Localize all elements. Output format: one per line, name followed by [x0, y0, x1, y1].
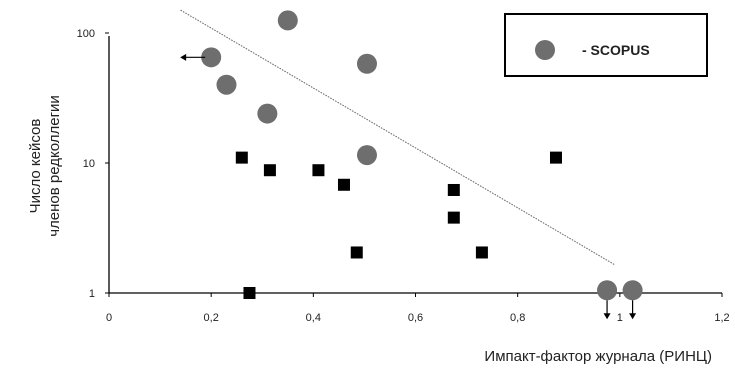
non-scopus-point [475, 246, 488, 259]
y-tick-label: 1 [89, 288, 95, 300]
axes: 0 0,2 0,4 0,6 0,8 1 1,2 1 10 100 Импакт-фактор жур… [27, 28, 730, 365]
legend-label: - SCOPUS [582, 42, 650, 58]
non-scopus-point [350, 246, 363, 259]
x-tick-label: 1,2 [714, 312, 729, 324]
non-scopus-point [447, 183, 460, 196]
x-axis-title: Импакт-фактор журнала (РИНЦ) [484, 348, 712, 365]
non-scopus-point [549, 151, 562, 164]
x-tick-label: 0,4 [306, 312, 321, 324]
point-arrow-down-head [629, 313, 637, 320]
non-scopus-point [312, 164, 325, 177]
x-tick-label: 0,2 [204, 312, 219, 324]
x-tick-label: 0 [106, 312, 112, 324]
scopus-point [257, 103, 278, 124]
scopus-point [356, 53, 377, 74]
x-tick-label: 0,6 [408, 312, 423, 324]
point-arrow-left-head [180, 53, 187, 61]
scopus-point [277, 10, 298, 31]
scopus-point [216, 74, 237, 95]
scopus-point [201, 47, 222, 68]
points-layer [180, 10, 643, 320]
legend-marker [535, 40, 555, 60]
x-tick-label: 1 [617, 312, 623, 324]
legend: - SCOPUS [504, 13, 708, 77]
scopus-point [597, 280, 618, 301]
y-axis-title-line: Число кейсов [27, 119, 44, 214]
x-tick-label: 0,8 [510, 312, 525, 324]
non-scopus-point [447, 211, 460, 224]
y-tick-label: 100 [77, 28, 95, 40]
y-tick-label: 10 [83, 158, 95, 170]
y-axis-title: Число кейсов членов редколлегии [27, 95, 63, 237]
non-scopus-point [243, 287, 256, 299]
scopus-point [622, 280, 643, 301]
y-axis-title-line: членов редколлегии [46, 95, 63, 237]
non-scopus-point [263, 164, 276, 177]
scopus-point [356, 145, 377, 166]
non-scopus-point [337, 178, 350, 191]
point-arrow-down-head [603, 313, 611, 320]
non-scopus-point [235, 151, 248, 164]
